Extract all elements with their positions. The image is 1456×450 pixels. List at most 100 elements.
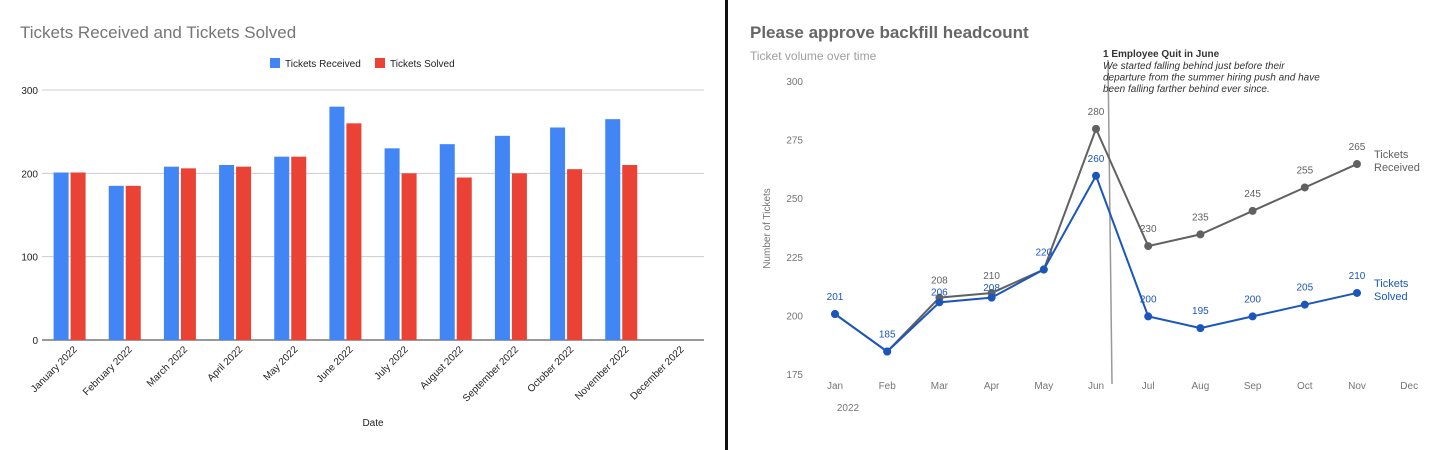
- y-tick-label: 0: [32, 336, 38, 347]
- x-tick-label: Jan: [827, 381, 843, 392]
- data-point: [1144, 242, 1153, 251]
- data-label: 185: [879, 330, 896, 341]
- bar: [291, 156, 307, 340]
- data-point: [831, 310, 839, 319]
- annotation-title: 1 Employee Quit in June: [1103, 49, 1220, 60]
- series-end-label: Solved: [1374, 291, 1408, 303]
- bar: [70, 172, 86, 340]
- x-tick-label: Apr: [984, 381, 1000, 392]
- bar-chart: Tickets Received and Tickets Solved Ticke…: [20, 23, 704, 429]
- legend-label: Tickets Solved: [390, 59, 455, 70]
- x-tick-label: Mar: [931, 381, 949, 392]
- data-point: [987, 293, 996, 302]
- data-label: 255: [1296, 165, 1313, 176]
- x-tick-label: March 2022: [145, 344, 190, 389]
- annotation-text-line: been falling farther behind ever since.: [1103, 84, 1270, 95]
- x-tick-label: October 2022: [526, 344, 577, 395]
- data-label: 220: [1035, 248, 1052, 259]
- data-label: 195: [1192, 306, 1209, 317]
- x-tick-label: Sep: [1244, 381, 1262, 392]
- data-point: [1144, 312, 1153, 321]
- x-tick-label: May 2022: [262, 344, 301, 383]
- data-point: [1039, 265, 1048, 274]
- x-tick-label: Aug: [1192, 381, 1210, 392]
- line-chart-panel: Please approve backfill headcount Ticket …: [730, 0, 1456, 450]
- y-tick-label: 175: [786, 370, 803, 381]
- x-tick-label: Feb: [879, 381, 897, 392]
- legend-swatch: [375, 58, 385, 68]
- x-tick-label: November 2022: [573, 344, 631, 402]
- x-tick-label: December 2022: [628, 344, 686, 402]
- data-point: [1092, 171, 1100, 180]
- data-label: 205: [1296, 283, 1313, 294]
- data-point: [1248, 206, 1257, 215]
- bar: [125, 185, 141, 340]
- bar-chart-panel: Tickets Received and Tickets Solved Ticke…: [0, 0, 724, 450]
- series-end-label: Tickets: [1374, 149, 1409, 161]
- annotation-text-line: We started falling behind just before th…: [1103, 61, 1285, 72]
- y-tick-label: 200: [21, 169, 38, 180]
- data-label: 208: [983, 283, 1000, 294]
- x-tick-label: Jun: [1088, 381, 1104, 392]
- annotation-text-line: departure from the summer hiring push an…: [1103, 73, 1320, 84]
- y-axis-title: Number of Tickets: [762, 188, 773, 269]
- data-point: [935, 298, 944, 307]
- x-tick-label: February 2022: [81, 344, 135, 398]
- data-label: 265: [1349, 142, 1366, 153]
- data-label: 208: [931, 276, 948, 287]
- data-label: 200: [1244, 294, 1261, 305]
- x-tick-label: April 2022: [206, 344, 246, 384]
- x-tick-label: September 2022: [461, 344, 521, 404]
- data-point: [1353, 288, 1361, 297]
- bar: [346, 123, 362, 340]
- x-year-label: 2022: [837, 403, 860, 414]
- data-label: 201: [827, 292, 844, 303]
- bar: [456, 177, 472, 340]
- y-tick-label: 225: [786, 253, 803, 264]
- x-tick-label: Oct: [1297, 381, 1313, 392]
- data-point: [1248, 312, 1257, 321]
- data-label: 280: [1088, 107, 1105, 118]
- data-point: [1092, 124, 1100, 133]
- data-label: 260: [1088, 154, 1105, 165]
- legend-swatch: [270, 58, 280, 68]
- x-tick-label: July 2022: [373, 344, 411, 382]
- legend-label: Tickets Received: [285, 59, 361, 70]
- bar: [401, 173, 417, 340]
- bar: [384, 148, 400, 340]
- data-point: [1196, 324, 1205, 333]
- x-tick-label: Dec: [1400, 381, 1418, 392]
- chart-title: Tickets Received and Tickets Solved: [20, 23, 296, 42]
- bar: [494, 135, 510, 340]
- y-tick-label: 250: [786, 194, 803, 205]
- data-point: [1353, 160, 1361, 169]
- data-label: 210: [983, 271, 1000, 282]
- data-point: [1300, 183, 1309, 192]
- data-label: 245: [1244, 189, 1261, 200]
- bar: [53, 172, 69, 340]
- data-point: [883, 347, 892, 356]
- x-tick-label: January 2022: [29, 344, 80, 395]
- bar: [236, 166, 252, 340]
- bar: [511, 173, 527, 340]
- bar: [439, 144, 455, 340]
- bar: [329, 106, 345, 341]
- bar: [605, 119, 621, 341]
- data-label: 200: [1140, 294, 1157, 305]
- annotation-line: [1107, 59, 1113, 385]
- bar: [163, 166, 179, 340]
- data-label: 235: [1192, 212, 1209, 223]
- y-tick-label: 200: [786, 311, 803, 322]
- bar: [274, 156, 290, 340]
- chart-title: Please approve backfill headcount: [750, 23, 1029, 42]
- y-tick-label: 300: [21, 86, 38, 97]
- bar: [108, 185, 124, 340]
- series-end-label: Received: [1374, 162, 1420, 174]
- x-tick-label: Nov: [1348, 381, 1366, 392]
- bar: [567, 169, 583, 340]
- chart-subtitle: Ticket volume over time: [750, 49, 877, 63]
- x-axis-title: Date: [362, 418, 384, 429]
- data-point: [1196, 230, 1205, 239]
- data-point: [1300, 300, 1309, 309]
- data-label: 206: [931, 288, 948, 299]
